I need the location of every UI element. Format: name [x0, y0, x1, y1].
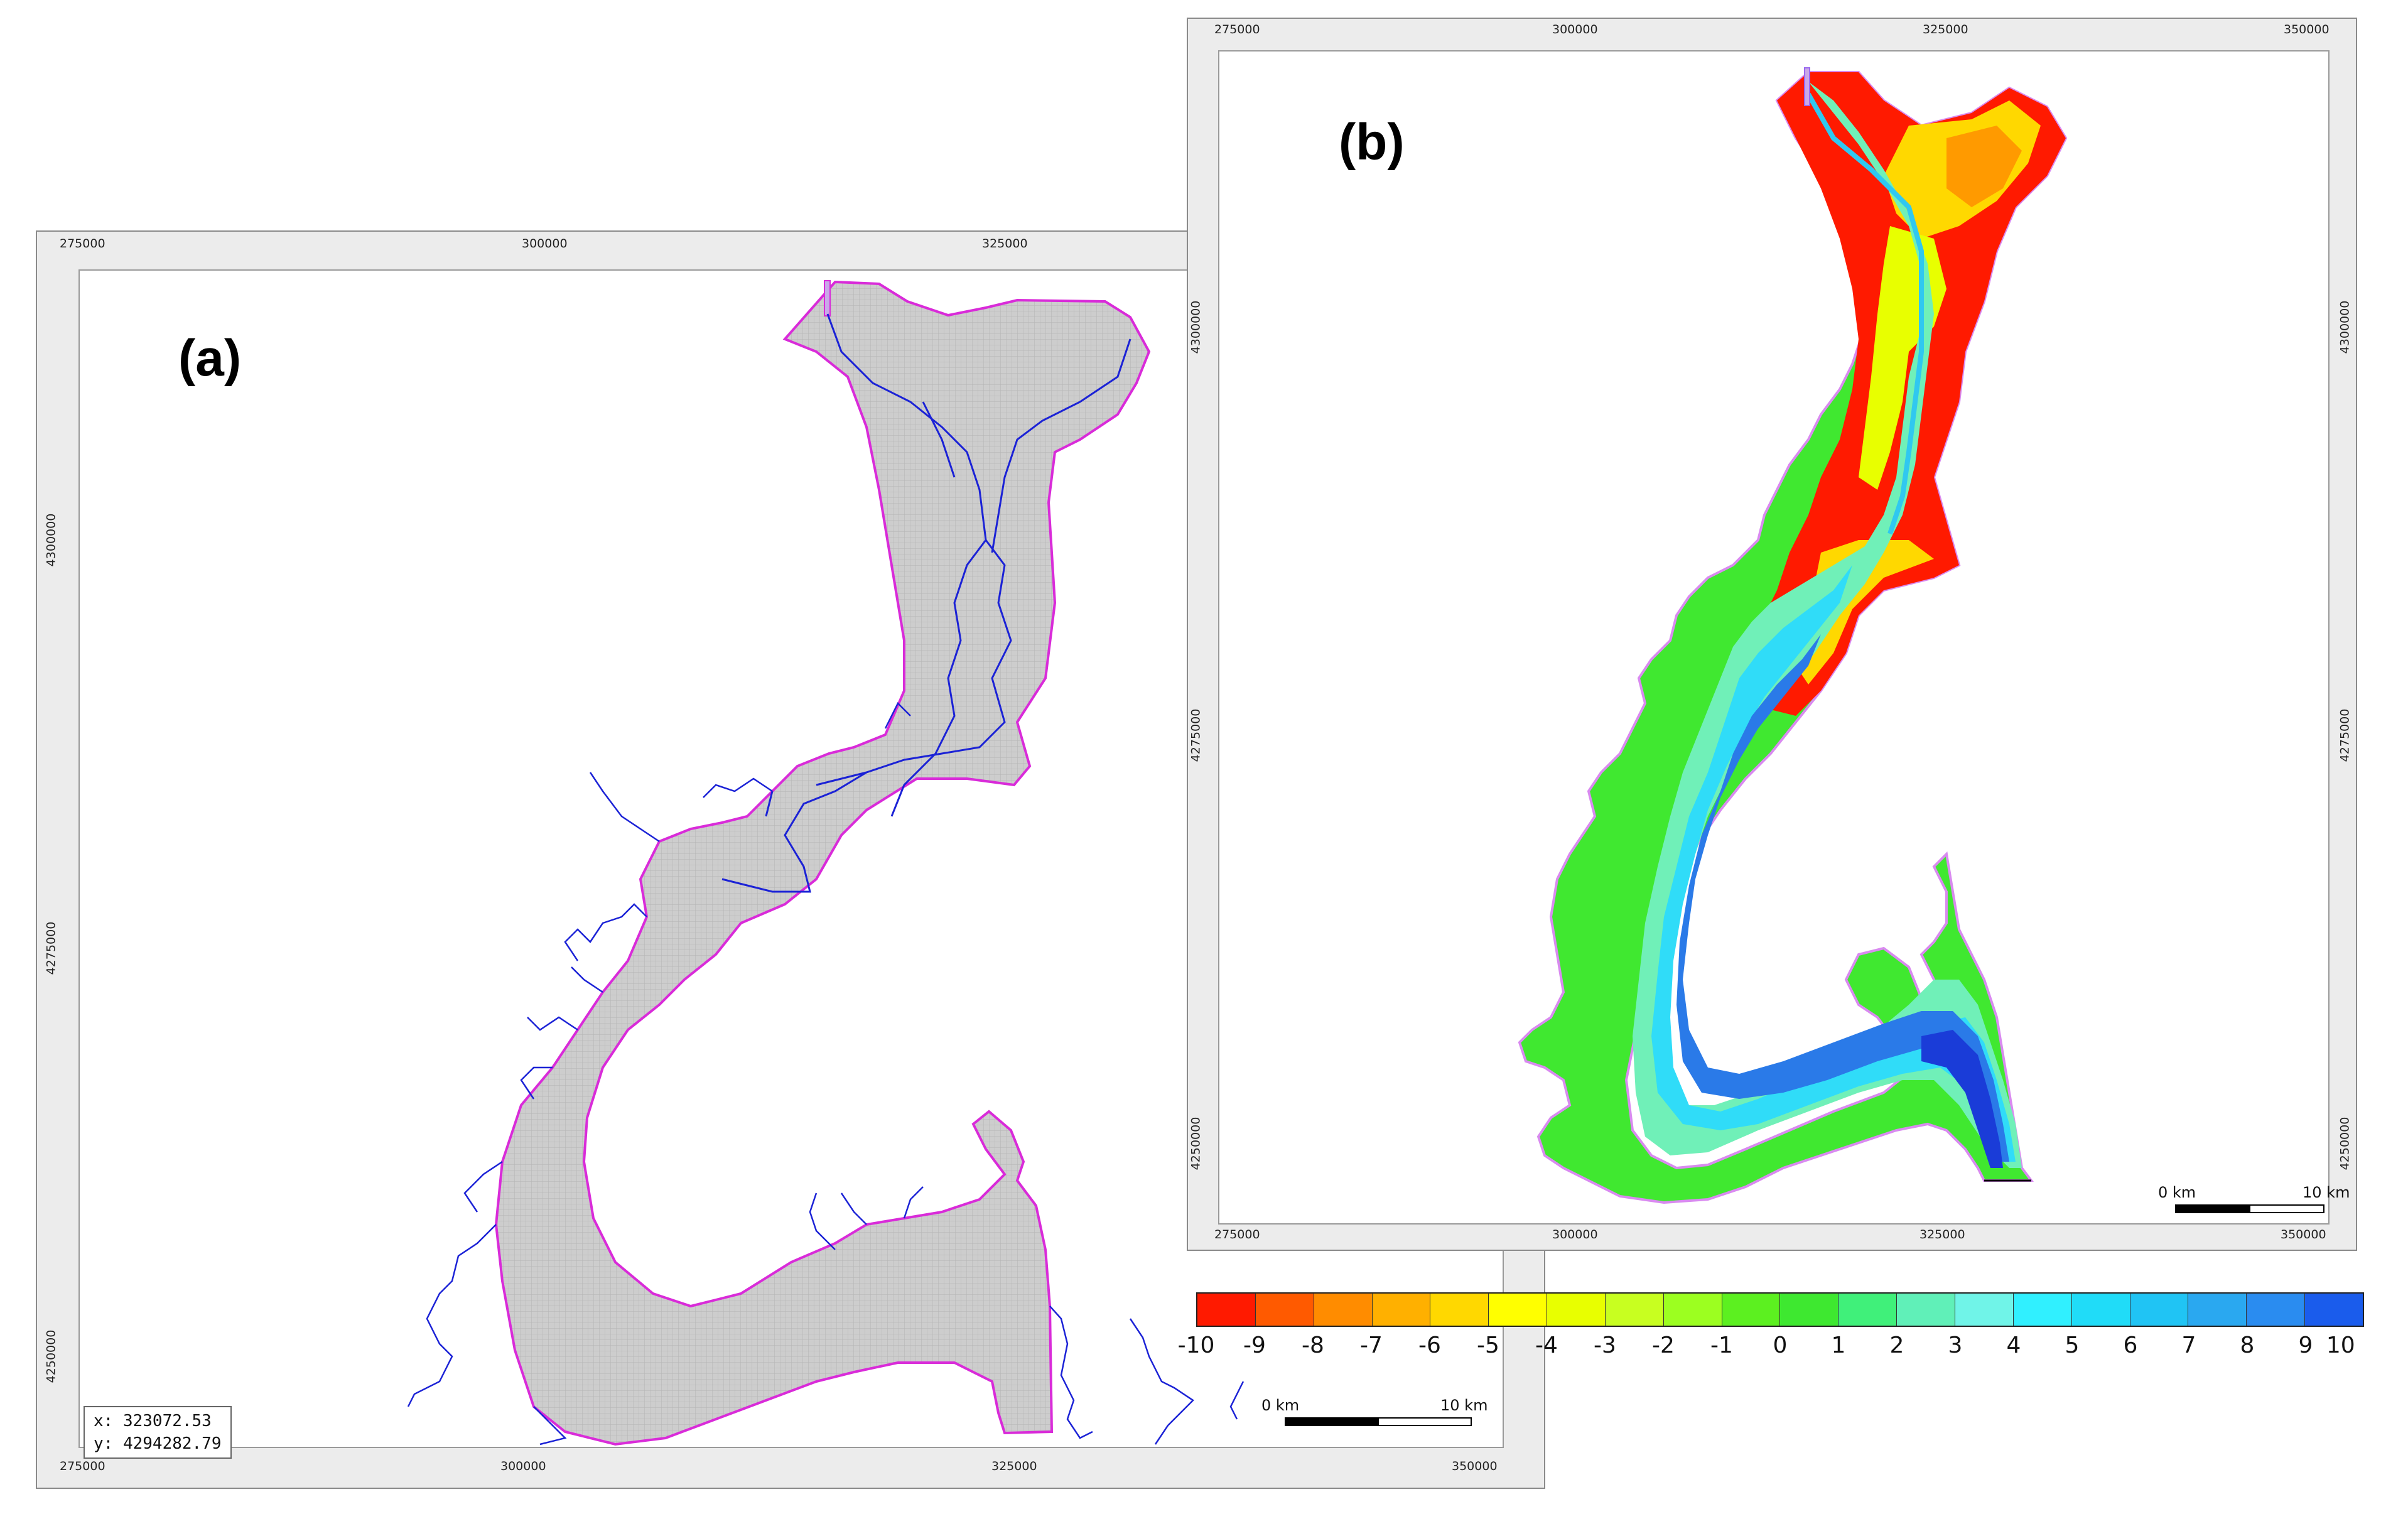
coordinate-y: y: 4294282.79 [94, 1434, 222, 1453]
colorbar-cell [1489, 1294, 1548, 1326]
panel-b-bottom-tick-4: 350000 [2281, 1228, 2326, 1241]
colorbar-cell [2071, 1294, 2130, 1326]
river-network [721, 313, 1131, 893]
colorbar-label: -10 [1177, 1333, 1215, 1358]
coordinate-readout: x: 323072.53 y: 4294282.79 [84, 1406, 232, 1459]
colorbar-label: 3 [1948, 1333, 1963, 1358]
panel-a-top-tick-2: 300000 [522, 237, 568, 251]
panel-a-scale-end: 10 km [1440, 1397, 1488, 1414]
panel-a-bottom-tick-2: 300000 [500, 1459, 546, 1473]
colorbar-label: -1 [1710, 1333, 1733, 1358]
panel-b-scale-bar-white [2249, 1204, 2324, 1213]
panel-a-top-tick-3: 325000 [982, 237, 1028, 251]
colorbar-label: -9 [1243, 1333, 1266, 1358]
panel-b-top-tick-3: 325000 [1923, 23, 1968, 36]
panel-a-label: (a) [178, 330, 242, 387]
colorbar-cell [2305, 1294, 2363, 1326]
colorbar-label: -7 [1360, 1333, 1383, 1358]
colorbar-cell [1780, 1294, 1839, 1326]
colorbar-cell [1722, 1294, 1781, 1326]
colorbar-cell [1255, 1294, 1314, 1326]
panel-b-bottom-tick-3: 325000 [1919, 1228, 1965, 1241]
colorbar-cell [1838, 1294, 1898, 1326]
colorbar-label: -6 [1418, 1333, 1441, 1358]
colorbar-cell [1663, 1294, 1722, 1326]
colorbar-label: -3 [1594, 1333, 1616, 1358]
panel-a-bottom-tick-4: 350000 [1452, 1459, 1498, 1473]
panel-b-top-tick-2: 300000 [1552, 23, 1598, 36]
panel-a-scale-start: 0 km [1261, 1397, 1300, 1414]
panel-a-top-tick-1: 275000 [60, 237, 105, 251]
reservoir-cyan-channel [1651, 565, 2016, 1162]
colorbar-cell [1897, 1294, 1955, 1326]
colorbar-cell [2130, 1294, 2189, 1326]
colorbar-cell [1605, 1294, 1664, 1326]
reservoir-deepest-zone [1921, 1030, 2003, 1168]
colorbar-label: -2 [1652, 1333, 1675, 1358]
panel-b-top-tick-1: 275000 [1214, 23, 1260, 36]
panel-b-top-tick-4: 350000 [2284, 23, 2330, 36]
panel-b-bottom-tick-2: 300000 [1552, 1228, 1598, 1241]
colorbar-cell [1314, 1294, 1373, 1326]
reservoir-deep-channel [1676, 634, 2009, 1162]
panel-b-scale-end: 10 km [2303, 1184, 2350, 1201]
colorbar [1196, 1292, 2364, 1327]
colorbar-cell [1430, 1294, 1489, 1326]
colorbar-label: 10 [2326, 1333, 2355, 1358]
reservoir-green-channel [1633, 82, 2022, 1168]
colorbar-label: -5 [1477, 1333, 1499, 1358]
colorbar-cell [1547, 1294, 1606, 1326]
colorbar-labels: -10 -9 -8 -7 -6 -5 -4 -3 -2 -1 0 1 2 3 4… [1178, 1333, 2364, 1364]
colorbar-label: 9 [2298, 1333, 2313, 1358]
colorbar-cell [2188, 1294, 2247, 1326]
colorbar-label: 1 [1831, 1333, 1846, 1358]
colorbar-cell [1955, 1294, 2014, 1326]
colorbar-label: -4 [1535, 1333, 1558, 1358]
panel-b-scale-start: 0 km [2158, 1184, 2196, 1201]
colorbar-cell [2247, 1294, 2306, 1326]
colorbar-label: 0 [1773, 1333, 1788, 1358]
colorbar-cell [2013, 1294, 2072, 1326]
colorbar-label: 2 [1889, 1333, 1904, 1358]
outer-coastline [407, 701, 1244, 1446]
colorbar-label: 6 [2123, 1333, 2138, 1358]
reservoir-mesh [494, 280, 1151, 1446]
panel-a-bottom-tick-3: 325000 [991, 1459, 1037, 1473]
panel-b-inflow-inlet [1804, 67, 1810, 106]
panel-b-bottom-tick-1: 275000 [1214, 1228, 1260, 1241]
panel-a-bottom-tick-1: 275000 [60, 1459, 105, 1473]
colorbar-cell [1197, 1294, 1256, 1326]
colorbar-label: -8 [1302, 1333, 1324, 1358]
panel-a-scale-bar-white [1378, 1417, 1472, 1426]
colorbar-cell [1372, 1294, 1431, 1326]
coordinate-x: x: 323072.53 [94, 1412, 212, 1430]
upper-channel [1806, 93, 1924, 535]
colorbar-label: 8 [2240, 1333, 2255, 1358]
colorbar-label: 4 [2006, 1333, 2021, 1358]
reservoir-orange-zone-1 [1946, 126, 2022, 207]
colorbar-label: 7 [2181, 1333, 2196, 1358]
colorbar-label: 5 [2065, 1333, 2080, 1358]
inflow-inlet [824, 280, 831, 316]
panel-b-label: (b) [1339, 114, 1405, 171]
